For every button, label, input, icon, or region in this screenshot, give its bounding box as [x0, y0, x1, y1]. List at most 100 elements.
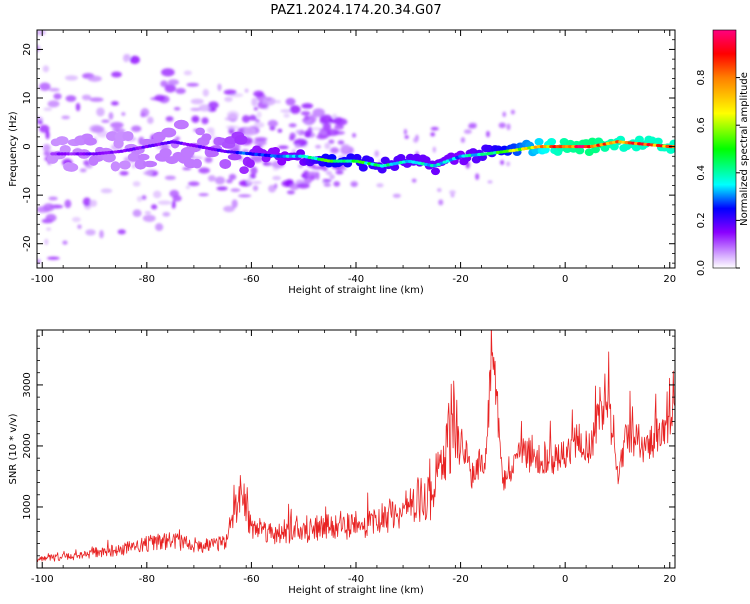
snr-y-ticks: 1000 2000 3000: [22, 335, 675, 557]
heatmap-cell: [204, 156, 213, 163]
heatmap-cell: [502, 111, 507, 118]
heatmap-cell: [277, 128, 283, 133]
heatmap-cell: [403, 128, 408, 135]
heatmap-cell: [142, 160, 158, 168]
heatmap-cell: [82, 197, 91, 207]
heatmap-cell: [311, 166, 324, 170]
heatmap-cell: [132, 209, 142, 217]
heatmap-cell: [85, 229, 96, 236]
heatmap-cell: [377, 165, 387, 174]
heatmap-cell: [288, 123, 297, 128]
heatmap-cell: [223, 205, 235, 213]
heatmap-cell: [110, 101, 119, 106]
heatmap-cell: [463, 129, 472, 134]
heatmap-cell: [161, 127, 177, 138]
heatmap-cell: [136, 196, 143, 203]
x-tick-label: -60: [243, 274, 259, 285]
heatmap-cell: [231, 199, 238, 209]
heatmap-cell: [45, 130, 50, 140]
heatmap-cell: [262, 161, 268, 166]
y-tick-label: -20: [22, 236, 33, 252]
heatmap-cell: [142, 214, 156, 222]
heatmap-cell: [110, 121, 124, 129]
heatmap-cell: [164, 84, 176, 93]
heatmap-cell: [101, 119, 110, 123]
heatmap-cell: [81, 94, 92, 101]
heatmap-cell: [450, 193, 455, 198]
heatmap-cell: [297, 182, 310, 189]
x-tick-label: -80: [139, 274, 155, 285]
heatmap-cell: [173, 119, 189, 130]
heatmap-cell: [160, 80, 168, 88]
heatmap-cell: [155, 223, 164, 231]
heatmap-cell: [319, 116, 327, 124]
colorbar-tick-label: 0.2: [696, 212, 707, 228]
heatmap-cell: [358, 164, 368, 172]
heatmap-cell: [37, 44, 41, 53]
colorbar-tick-label: 0.0: [696, 260, 707, 276]
heatmap-cell: [315, 144, 322, 149]
heatmap-cell: [244, 88, 249, 93]
x-tick-label: -20: [452, 574, 468, 585]
heatmap-cell: [137, 153, 150, 161]
colorbar-label: Normalized spectral amplitude: [739, 72, 750, 226]
heatmap-cell: [131, 125, 142, 132]
heatmap-cell: [108, 112, 114, 120]
heatmap-cell: [134, 159, 147, 170]
heatmap-cell: [64, 162, 79, 172]
heatmap-cell: [438, 199, 444, 206]
spectrogram-heatmap: [37, 30, 675, 264]
snr-panel: -100 -80 -60 -40 -20 0 20 1000 2000 3000 Height …: [8, 329, 676, 596]
heatmap-cell: [268, 184, 277, 193]
x-tick-label: -60: [243, 574, 259, 585]
heatmap-cell: [312, 108, 325, 118]
heatmap-cell: [230, 188, 241, 193]
heatmap-cell: [190, 156, 204, 160]
snr-background: [37, 330, 675, 568]
heatmap-cell: [411, 178, 417, 183]
heatmap-cell: [277, 157, 287, 166]
spectrogram-y-ticks: -20 -10 0 10 20: [22, 29, 675, 264]
heatmap-cell: [294, 144, 301, 149]
y-tick-label: 10: [22, 92, 33, 105]
heatmap-cell: [198, 193, 209, 197]
heatmap-cell: [449, 190, 456, 195]
heatmap-cell: [666, 146, 675, 154]
x-tick-label: 20: [663, 274, 676, 285]
heatmap-cell: [75, 102, 81, 112]
heatmap-cell: [251, 181, 262, 185]
heatmap-cell: [486, 130, 490, 138]
heatmap-cell: [245, 159, 255, 168]
x-tick-label: 0: [562, 574, 568, 585]
heatmap-cell: [270, 146, 280, 155]
heatmap-cell: [37, 259, 41, 264]
x-tick-label: -20: [452, 274, 468, 285]
heatmap-cell: [340, 143, 351, 153]
heatmap-cell: [267, 119, 279, 128]
heatmap-cell: [547, 137, 557, 146]
heatmap-cell: [198, 104, 211, 112]
colorbar-tick-label: 0.6: [696, 117, 707, 133]
heatmap-cell: [195, 127, 205, 136]
y-tick-label: 1000: [22, 494, 33, 519]
heatmap-cell: [325, 170, 332, 176]
heatmap-cell: [91, 125, 105, 133]
heatmap-cell: [167, 79, 180, 86]
heatmap-cell: [43, 107, 53, 111]
heatmap-cell: [587, 137, 597, 146]
heatmap-cell: [48, 196, 58, 201]
heatmap-cell: [46, 227, 52, 231]
heatmap-cell: [162, 211, 171, 217]
heatmap-cell: [309, 114, 317, 123]
heatmap-cell: [87, 75, 102, 82]
heatmap-cell: [289, 132, 296, 140]
heatmap-cell: [295, 129, 302, 134]
snr-x-axis-label: Height of straight line (km): [288, 585, 424, 596]
heatmap-cell: [102, 152, 116, 163]
heatmap-cell: [43, 203, 55, 212]
heatmap-cell: [183, 70, 192, 76]
heatmap-cell: [430, 167, 440, 176]
y-tick-label: 20: [22, 43, 33, 56]
